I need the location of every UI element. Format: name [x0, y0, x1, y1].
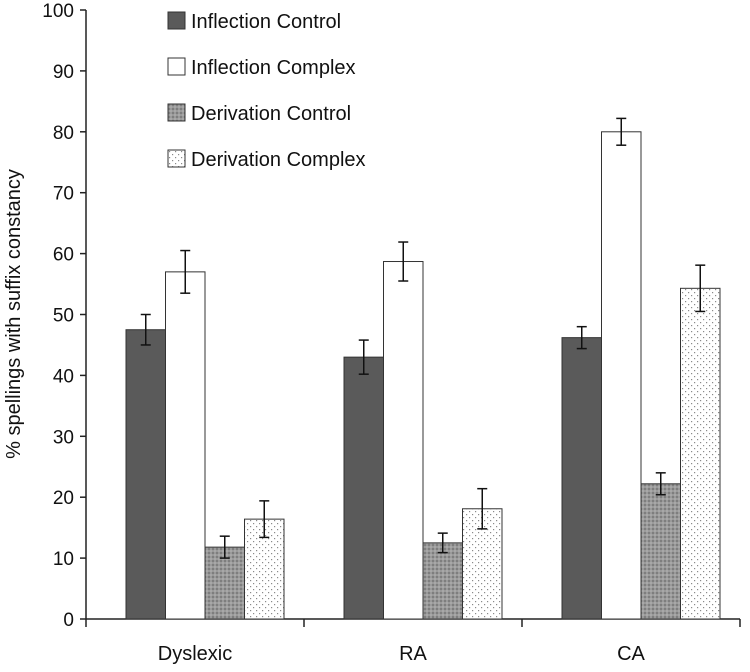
y-tick-label: 60	[53, 245, 74, 266]
y-tick-label: 0	[63, 610, 74, 631]
x-tick-label: CA	[617, 643, 645, 665]
y-tick-label: 30	[53, 427, 74, 448]
bar	[383, 261, 424, 620]
y-tick-label: 90	[53, 62, 74, 83]
bar	[601, 131, 642, 620]
error-bars-group	[140, 117, 706, 559]
bar	[165, 271, 206, 620]
legend: Inflection Control Inflection Complex Deri…	[167, 11, 366, 171]
bar	[125, 329, 166, 620]
bar	[422, 542, 463, 620]
y-tick-label: 50	[53, 306, 74, 327]
bar	[640, 483, 681, 620]
legend-swatch	[167, 57, 186, 76]
bars-group	[125, 131, 721, 620]
legend-label: Derivation Control	[191, 103, 351, 125]
y-tick-label: 70	[53, 184, 74, 205]
legend-label: Derivation Complex	[191, 149, 366, 171]
bar	[680, 287, 721, 620]
x-tick-label: Dyslexic	[158, 643, 232, 665]
legend-swatch	[167, 149, 186, 168]
legend-swatch	[167, 103, 186, 122]
bar	[561, 337, 602, 620]
legend-label: Inflection Complex	[191, 57, 356, 79]
axes: 0 10 20 30 40 50 60 70 80 90 100 Dyslexic RA CA	[42, 1, 741, 665]
y-tick-label: 80	[53, 123, 74, 144]
y-tick-label: 10	[53, 549, 74, 570]
legend-label: Inflection Control	[191, 11, 341, 33]
y-tick-label: 20	[53, 488, 74, 509]
bar	[204, 546, 245, 620]
x-tick-label: RA	[399, 643, 427, 665]
y-tick-label: 100	[42, 1, 74, 22]
bar	[343, 356, 384, 620]
legend-swatch	[167, 11, 186, 30]
y-axis-label: % spellings with suffix constancy	[3, 169, 25, 459]
y-tick-label: 40	[53, 366, 74, 387]
